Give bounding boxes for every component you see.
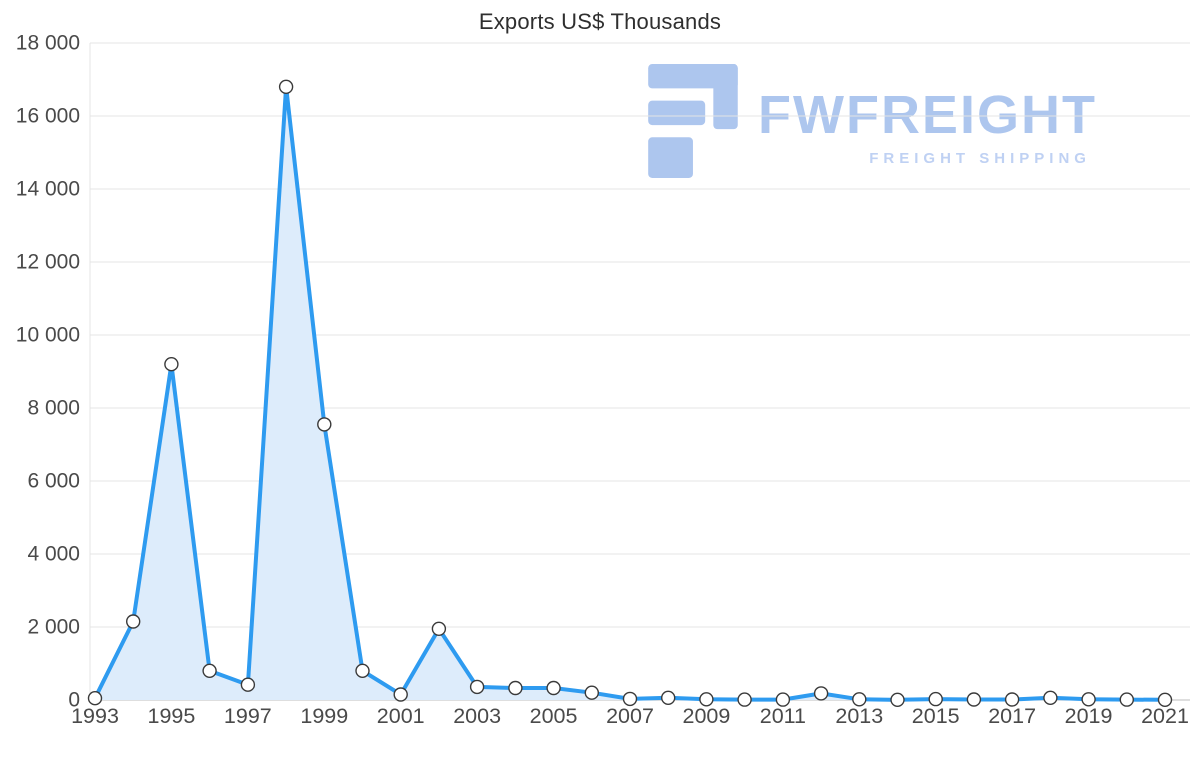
- data-point[interactable]: [202, 663, 217, 678]
- y-tick-label: 12 000: [16, 251, 80, 274]
- data-point[interactable]: [775, 692, 791, 707]
- data-point[interactable]: [584, 685, 599, 700]
- y-tick-label: 0: [68, 689, 80, 712]
- data-point[interactable]: [240, 677, 256, 692]
- data-point[interactable]: [852, 692, 867, 707]
- y-tick-label: 2 000: [27, 616, 80, 639]
- x-tick-label: 1999: [300, 704, 348, 728]
- data-point[interactable]: [813, 686, 829, 701]
- y-tick-label: 18 000: [16, 32, 80, 55]
- y-tick-label: 8 000: [27, 397, 80, 420]
- watermark-text-block: FWFREIGHT FREIGHT SHIPPING: [758, 64, 1097, 167]
- x-tick-label: 2021: [1141, 704, 1189, 728]
- x-tick-label: 2017: [988, 704, 1036, 728]
- data-point[interactable]: [278, 79, 294, 95]
- data-point[interactable]: [1004, 692, 1020, 707]
- x-tick-label: 2007: [606, 704, 654, 728]
- data-point[interactable]: [393, 687, 408, 702]
- data-point[interactable]: [87, 691, 103, 706]
- data-point[interactable]: [469, 679, 485, 695]
- data-point[interactable]: [125, 614, 141, 629]
- data-point[interactable]: [966, 692, 982, 707]
- watermark-tagline-text: FREIGHT SHIPPING: [869, 150, 1091, 167]
- data-point[interactable]: [1081, 692, 1096, 707]
- x-tick-label: 2009: [683, 704, 731, 728]
- y-tick-label: 10 000: [16, 324, 80, 347]
- x-tick-label: 2001: [377, 704, 425, 728]
- x-tick-label: 2003: [453, 704, 501, 728]
- x-tick-label: 2019: [1065, 704, 1113, 728]
- series-area: [95, 86, 1165, 701]
- data-point[interactable]: [1157, 692, 1173, 707]
- y-tick-label: 4 000: [27, 543, 80, 566]
- x-tick-label: 2005: [530, 704, 578, 728]
- y-tick-label: 14 000: [16, 178, 80, 201]
- data-point[interactable]: [1043, 690, 1058, 705]
- y-tick-label: 6 000: [27, 470, 80, 493]
- chart-title: Exports US$ Thousands: [478, 9, 722, 34]
- data-point[interactable]: [1119, 692, 1135, 707]
- data-point[interactable]: [431, 621, 447, 636]
- x-tick-label: 2011: [760, 704, 806, 728]
- data-point[interactable]: [737, 692, 752, 707]
- x-tick-label: 1995: [148, 704, 196, 728]
- data-point[interactable]: [699, 692, 714, 707]
- data-point[interactable]: [928, 691, 943, 707]
- data-point[interactable]: [622, 691, 638, 707]
- x-tick-label: 1993: [71, 704, 119, 728]
- data-point[interactable]: [546, 680, 561, 696]
- watermark-brand-text: FWFREIGHT: [758, 85, 1097, 145]
- data-point[interactable]: [317, 417, 332, 432]
- x-tick-label: 1997: [224, 704, 272, 728]
- data-point[interactable]: [355, 663, 370, 678]
- data-point[interactable]: [164, 357, 179, 372]
- x-tick-label: 2015: [912, 704, 960, 728]
- y-tick-label: 16 000: [16, 105, 80, 128]
- fwfreight-logo-icon: [648, 64, 738, 178]
- x-tick-label: 2013: [835, 704, 883, 728]
- data-point[interactable]: [661, 690, 676, 705]
- data-point[interactable]: [508, 680, 523, 696]
- fwfreight-watermark: FWFREIGHT FREIGHT SHIPPING: [648, 64, 1097, 178]
- data-point[interactable]: [890, 692, 905, 707]
